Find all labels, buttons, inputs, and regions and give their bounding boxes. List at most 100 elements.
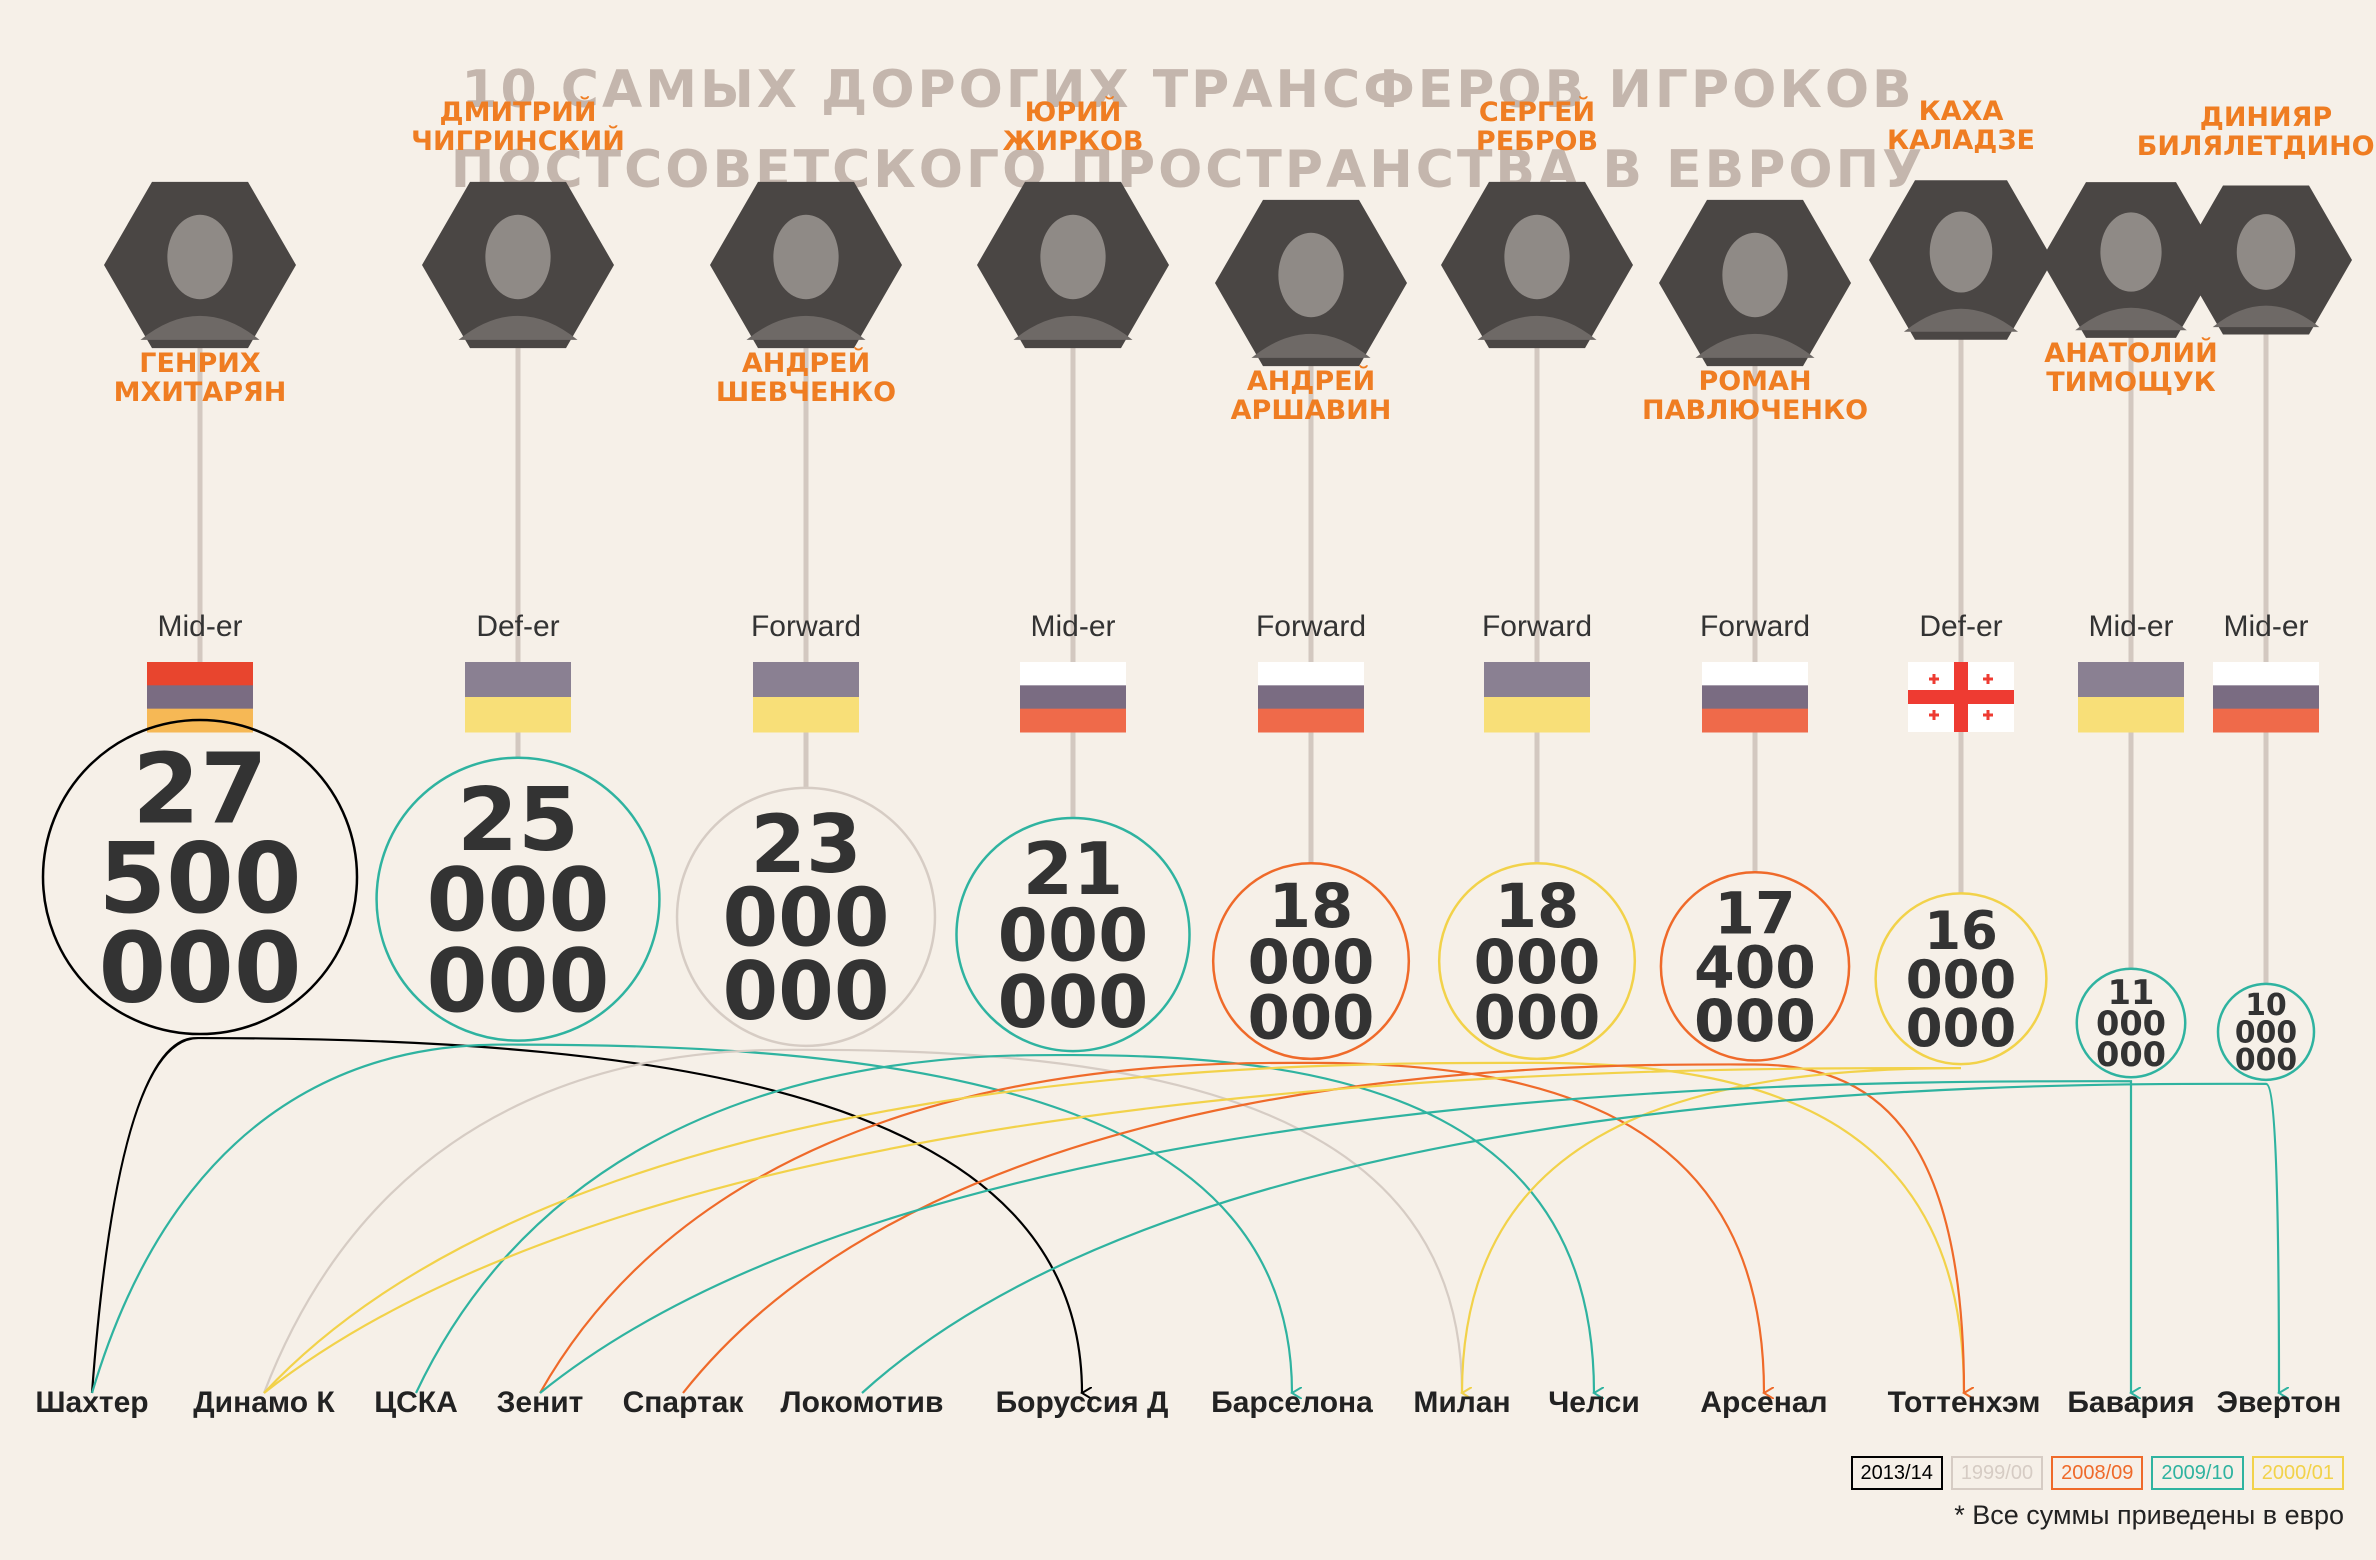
shoulders-icon: [1903, 308, 2019, 332]
flag-stripe: [1702, 662, 1808, 686]
club-label: Локомотив: [781, 1386, 944, 1419]
face-icon: [485, 214, 551, 300]
club-label: Бавария: [2067, 1386, 2194, 1419]
amount-label: 17: [1714, 880, 1795, 948]
player-name: ШЕВЧЕНКО: [716, 377, 896, 408]
footnote: * Все суммы приведены в евро: [1954, 1500, 2344, 1530]
club-label: ЦСКА: [374, 1386, 458, 1419]
flag-stripe: [1484, 662, 1590, 698]
flag-stripe: [753, 662, 859, 698]
face-icon: [2236, 214, 2296, 290]
shoulders-icon: [2212, 305, 2320, 328]
face-icon: [773, 214, 839, 300]
amount-label: 16: [1924, 901, 1998, 962]
shoulders-icon: [140, 315, 260, 340]
transfer-arc: [90, 1036, 1082, 1393]
amount-label: 21: [1023, 828, 1123, 912]
amount-label: 400: [1694, 933, 1816, 1001]
amount-label: 000: [2096, 1035, 2166, 1074]
club-label: Динамо К: [193, 1386, 335, 1419]
legend-item: 1999/00: [1950, 1456, 2044, 1490]
player-position: Forward: [1256, 610, 1366, 643]
amount-label: 000: [426, 850, 609, 952]
club-label: Арсенал: [1700, 1386, 1827, 1419]
amount-bubble: [955, 816, 1191, 1053]
shoulders-icon: [2075, 307, 2187, 331]
amount-label: 000: [2235, 1016, 2297, 1051]
transfer-arc: [262, 1048, 1462, 1393]
flag-stripe: [753, 697, 859, 733]
player-position: Mid-er: [2088, 610, 2173, 643]
player-name: ЮРИЙ: [1025, 96, 1122, 128]
club-label: Милан: [1413, 1386, 1510, 1419]
player-position: Def-er: [476, 610, 559, 643]
player-name: КАЛАДЗЕ: [1887, 125, 2035, 156]
face-icon: [1722, 232, 1788, 318]
shoulders-icon: [1013, 315, 1133, 340]
amount-label: 500: [98, 822, 301, 935]
player-position: Forward: [1700, 610, 1810, 643]
face-icon: [1929, 211, 1993, 293]
legend-item: 2000/01: [2251, 1456, 2344, 1490]
player-name: ДИНИЯР: [2200, 102, 2332, 133]
amount-label: 000: [1248, 984, 1375, 1054]
player-position: Def-er: [1919, 610, 2002, 643]
shoulders-icon: [746, 315, 866, 340]
amount-bubble: [675, 786, 937, 1048]
flag-stripe: [2213, 708, 2319, 733]
flag-stripe: [2213, 662, 2319, 686]
transfer-arc: [539, 1080, 2131, 1393]
shoulders-icon: [458, 315, 578, 340]
player-name: ДМИТРИЙ: [440, 96, 597, 128]
player-name: АНАТОЛИЙ: [2044, 337, 2217, 369]
clubs-layer: Шахтер Динамо К ЦСКА Зенит Спартак Локомотив Б…: [35, 1386, 2341, 1419]
title-line-1: 10 САМЫХ ДОРОГИХ ТРАНСФЕРОВ ИГРОКОВ: [461, 60, 1915, 120]
player-position: Forward: [1482, 610, 1592, 643]
amount-label: 11: [2108, 973, 2155, 1012]
amount-label: 000: [1906, 950, 2016, 1011]
club-label: Барселона: [1211, 1386, 1373, 1419]
face-icon: [2100, 212, 2162, 292]
player-name: ЖИРКОВ: [1002, 126, 1143, 157]
amount-bubble: [1211, 862, 1411, 1061]
amount-label: 27: [132, 733, 267, 846]
face-icon: [1504, 214, 1570, 300]
transfer-arc: [263, 1067, 1962, 1393]
amount-label: 23: [750, 798, 861, 891]
amount-bubble: [375, 756, 661, 1042]
face-icon: [167, 214, 233, 300]
flag-stripe: [1258, 685, 1364, 710]
amount-label: 25: [457, 769, 579, 871]
amount-bubble: [2075, 967, 2187, 1079]
player-name: ЧИГРИНСКИЙ: [411, 125, 625, 157]
player-name: СЕРГЕЙ: [1479, 96, 1595, 128]
flag-small-cross: [1932, 674, 1936, 684]
legend-item: 2008/09: [2051, 1456, 2144, 1490]
amount-label: 000: [1474, 984, 1601, 1054]
amount-label: 000: [2235, 1043, 2297, 1078]
flag-stripe: [147, 685, 253, 710]
transfer-arc: [682, 1063, 1964, 1393]
player-name: АНДРЕЙ: [742, 347, 870, 379]
amount-bubble: [2216, 982, 2316, 1082]
player-name: ТИМОЩУК: [2046, 367, 2216, 398]
season-legend: 2013/14 1999/00 2008/09 2009/10 2000/01: [1850, 1456, 2344, 1490]
flag-stripe: [1020, 708, 1126, 733]
club-label: Челси: [1548, 1386, 1640, 1419]
player-name: РЕБРОВ: [1476, 126, 1598, 157]
flag-cross: [1908, 690, 2014, 704]
legend-item: 2009/10: [2151, 1456, 2244, 1490]
amount-label: 000: [426, 930, 609, 1032]
amount-label: 000: [998, 961, 1149, 1045]
amount-bubble: [1874, 892, 2048, 1066]
flag-stripe: [1020, 662, 1126, 686]
player-position: Mid-er: [1030, 610, 1115, 643]
